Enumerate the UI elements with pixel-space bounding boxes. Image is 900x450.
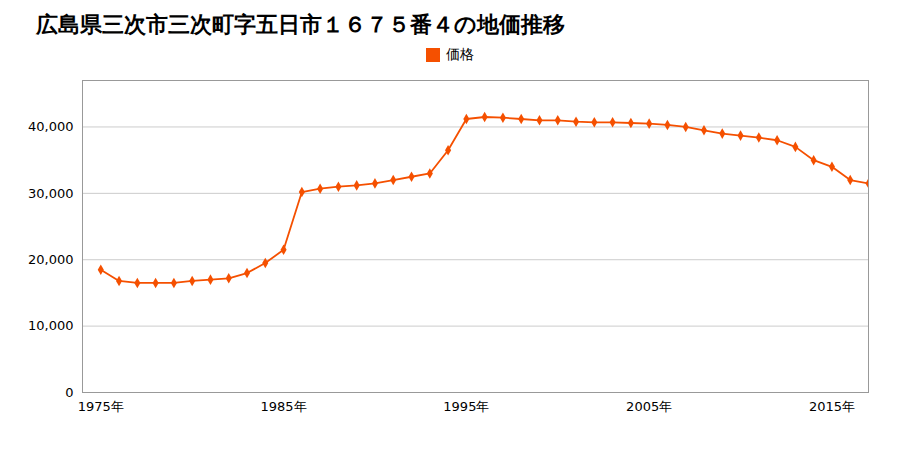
svg-text:30,000: 30,000 [28,186,74,201]
svg-text:2005年: 2005年 [626,399,672,414]
svg-text:20,000: 20,000 [28,252,74,267]
html-text:広島県三次市三次町字五日市１６７５番４の地価推移: 広島県三次市三次町字五日市１６７５番４の地価推移 [36,12,565,37]
svg-text:1985年: 1985年 [261,399,307,414]
svg-text:0: 0 [65,385,73,400]
svg-text:2015年: 2015年 [809,399,855,414]
svg-text:1975年: 1975年 [78,399,124,414]
svg-text:1995年: 1995年 [443,399,489,414]
svg-text:10,000: 10,000 [28,318,74,333]
html-text:価格: 価格 [446,46,474,62]
svg-text:40,000: 40,000 [28,119,74,134]
